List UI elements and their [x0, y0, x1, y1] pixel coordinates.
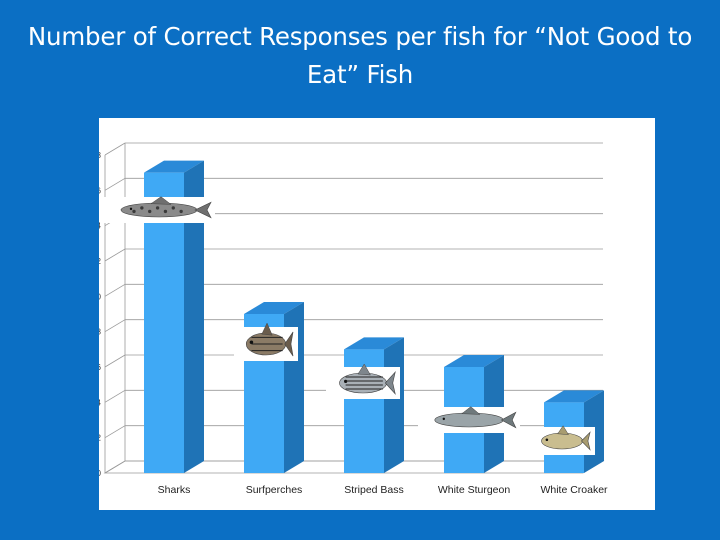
- gridline-diagonal: [104, 177, 126, 191]
- y-tick-label: 6: [99, 363, 102, 372]
- x-tick-label: Sharks: [158, 484, 191, 496]
- slide-title: Number of Correct Responses per fish for…: [27, 22, 693, 89]
- y-tick-label: 8: [99, 328, 102, 337]
- gridline-diagonal: [104, 425, 126, 439]
- y-tick-label: 18: [99, 151, 102, 160]
- x-tick-label: Surfperches: [246, 484, 303, 496]
- gridline-diagonal: [104, 283, 126, 297]
- y-tick-label: 12: [99, 257, 102, 266]
- gridline-diagonal: [104, 248, 126, 262]
- surfperch-image: [234, 322, 298, 361]
- y-tick-label: 16: [99, 186, 102, 195]
- gridline-diagonal: [104, 460, 126, 474]
- chart-panel: 0 2 4 6 8 10 12 14 16 18 Sharks Surfperches Striped …: [99, 118, 655, 510]
- white-croaker-image: [529, 425, 595, 455]
- x-tick-label: White Croaker: [540, 484, 608, 496]
- bar-top: [344, 337, 404, 350]
- y-tick-label: 2: [99, 434, 102, 443]
- gridline-diagonal: [104, 319, 126, 333]
- white-sturgeon-image: [418, 406, 520, 433]
- y-tick-label: 4: [99, 398, 102, 407]
- bar: [344, 337, 404, 473]
- bar-top: [144, 160, 204, 173]
- gridline-diagonal: [104, 389, 126, 403]
- gridline-diagonal: [104, 142, 126, 156]
- y-tick-label: 14: [99, 222, 102, 231]
- x-tick-label: Striped Bass: [344, 484, 404, 496]
- y-tick-label: 0: [99, 469, 102, 478]
- striped-bass-image: [326, 363, 400, 399]
- bar-chart: 0 2 4 6 8 10 12 14 16 18 Sharks Surfperches Striped …: [99, 142, 608, 496]
- y-tick-label: 10: [99, 292, 102, 301]
- bar-side: [184, 160, 204, 473]
- x-tick-label: White Sturgeon: [438, 484, 511, 496]
- gridline-diagonal: [104, 354, 126, 368]
- shark-image: [103, 196, 215, 223]
- bar-side: [384, 337, 404, 473]
